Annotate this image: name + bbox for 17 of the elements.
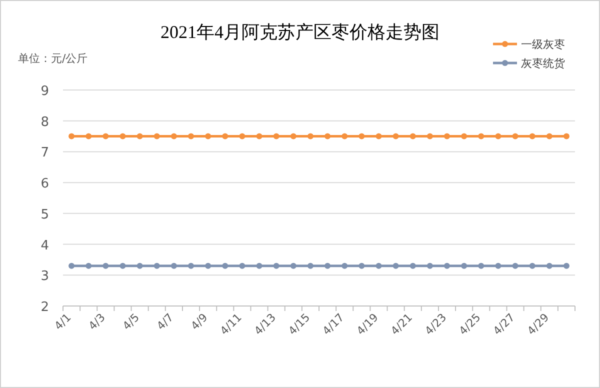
legend-label: 一级灰枣 bbox=[521, 38, 565, 51]
x-tick-label: 4/7 bbox=[154, 310, 176, 333]
y-tick-label: 6 bbox=[40, 176, 49, 192]
y-tick-label: 4 bbox=[40, 238, 49, 254]
y-tick-label: 5 bbox=[40, 207, 49, 222]
y-tick-label: 8 bbox=[40, 114, 49, 130]
chart-title: 2021年4月阿克苏产区枣价格走势图 bbox=[160, 22, 440, 42]
x-tick-label: 4/5 bbox=[120, 310, 142, 333]
x-tick-label: 4/3 bbox=[86, 310, 108, 333]
y-tick-label: 7 bbox=[40, 146, 49, 161]
y-tick-label: 2 bbox=[40, 300, 49, 315]
y-axis-title: 单位：元/公斤 bbox=[18, 52, 88, 65]
y-tick-label: 3 bbox=[40, 269, 49, 284]
x-tick-label: 4/9 bbox=[188, 310, 210, 333]
x-tick-label: 4/1 bbox=[52, 310, 74, 333]
y-tick-label: 9 bbox=[40, 84, 49, 99]
legend-label: 灰枣统货 bbox=[521, 57, 565, 70]
